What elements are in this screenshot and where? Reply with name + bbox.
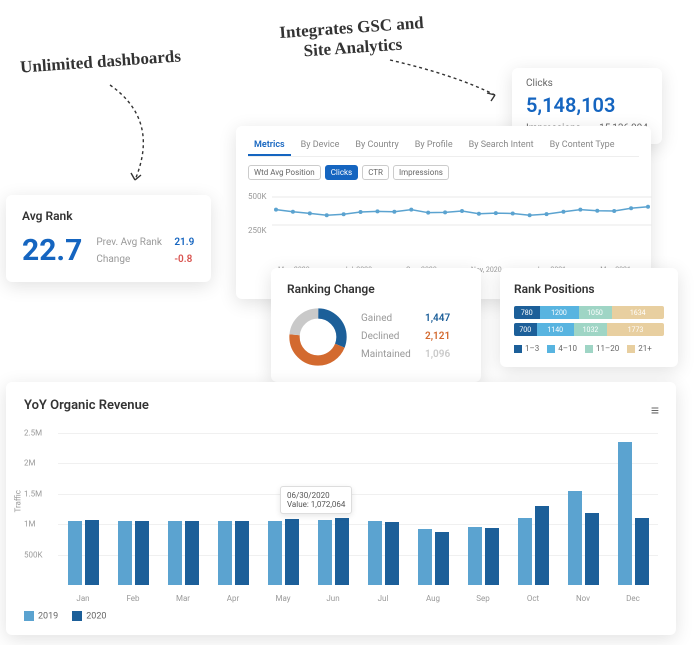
ranking-change-title: Ranking Change (287, 282, 465, 296)
positions-legend-item: 1–3 (514, 344, 539, 353)
bar-2020[interactable] (135, 521, 149, 585)
bar-2019[interactable] (68, 521, 82, 585)
bar-2019[interactable] (268, 521, 282, 585)
yoy-chart: Traffic 06/30/2020Value: 1,072,064 JanFe… (24, 433, 658, 603)
positions-bar-row: 700114010321773 (514, 323, 664, 336)
month-col-jan (58, 433, 108, 585)
positions-legend-item: 4–10 (547, 344, 577, 353)
clicks-value: 5,148,103 (526, 93, 648, 117)
tab-metrics[interactable]: Metrics (248, 136, 291, 156)
arrow-left (80, 80, 200, 210)
ranking-row-maintained: Maintained1,096 (361, 346, 450, 364)
ranking-row-declined: Declined2,121 (361, 328, 450, 346)
chip-wtd-avg-position[interactable]: Wtd Avg Position (248, 165, 321, 180)
chip-ctr[interactable]: CTR (362, 165, 389, 180)
yoy-legend-2019: 2019 (24, 611, 58, 621)
month-col-sep (458, 433, 508, 585)
annotation-left: Unlimited dashboards (19, 46, 181, 78)
avg-rank-value: 22.7 (22, 233, 82, 268)
bar-2020[interactable] (335, 518, 349, 585)
rank-positions-legend: 1–3 4–10 11–20 21+ (514, 344, 664, 353)
bar-2019[interactable] (368, 521, 382, 585)
month-col-feb (108, 433, 158, 585)
bar-2019[interactable] (518, 518, 532, 585)
bar-2020[interactable] (185, 521, 199, 585)
positions-legend-item: 11–20 (585, 344, 619, 353)
yoy-legend-2020: 2020 (72, 611, 106, 621)
bar-2019[interactable] (418, 529, 432, 585)
bar-2019[interactable] (118, 521, 132, 585)
rank-positions-bars: 780120010501634 700114010321773 (514, 306, 664, 336)
metrics-chart: 500K 250K (248, 186, 639, 264)
chart-menu-icon[interactable]: ≡ (651, 402, 658, 419)
ranking-legend: Gained1,447Declined2,121Maintained1,096 (361, 310, 450, 364)
bar-2020[interactable] (285, 519, 299, 585)
avg-rank-card: Avg Rank 22.7 Prev. Avg Rank21.9 Change-… (6, 195, 211, 282)
bar-2019[interactable] (318, 520, 332, 585)
yoy-title: YoY Organic Revenue (24, 398, 149, 413)
month-col-dec (608, 433, 658, 585)
month-col-apr (208, 433, 258, 585)
bar-2020[interactable] (235, 521, 249, 585)
month-col-nov (558, 433, 608, 585)
tab-by-search-intent[interactable]: By Search Intent (463, 136, 540, 156)
bar-2019[interactable] (618, 442, 632, 585)
avg-rank-title: Avg Rank (22, 209, 195, 223)
rank-positions-card: Rank Positions 780120010501634 7001140103… (500, 268, 678, 367)
bar-2020[interactable] (535, 506, 549, 585)
ranking-change-card: Ranking Change Gained1,447Declined2,121M… (271, 268, 481, 382)
bar-2019[interactable] (568, 491, 582, 585)
bar-2020[interactable] (85, 520, 99, 585)
bar-2019[interactable] (168, 521, 182, 585)
yoy-yaxis-title: Traffic (14, 490, 23, 512)
month-col-oct (508, 433, 558, 585)
bar-2019[interactable] (218, 521, 232, 585)
rank-positions-title: Rank Positions (514, 282, 664, 296)
chip-clicks[interactable]: Clicks (325, 165, 358, 180)
tab-by-device[interactable]: By Device (295, 136, 346, 156)
metrics-chips: Wtd Avg Position Clicks CTR Impressions (248, 165, 639, 180)
ranking-donut (287, 306, 349, 368)
yoy-revenue-card: YoY Organic Revenue ≡ Traffic 06/30/2020… (6, 382, 676, 635)
yoy-legend: 2019 2020 (24, 611, 658, 621)
clicks-label: Clicks (526, 78, 648, 89)
positions-bar-row: 780120010501634 (514, 306, 664, 319)
ranking-row-gained: Gained1,447 (361, 310, 450, 328)
month-col-mar (158, 433, 208, 585)
bar-2020[interactable] (485, 528, 499, 585)
tab-by-country[interactable]: By Country (349, 136, 404, 156)
tab-by-profile[interactable]: By Profile (409, 136, 459, 156)
chip-impressions[interactable]: Impressions (393, 165, 449, 180)
month-col-jul (358, 433, 408, 585)
tooltip: 06/30/2020Value: 1,072,064 (280, 486, 352, 514)
positions-legend-item: 21+ (627, 344, 652, 353)
metrics-tabs: MetricsBy DeviceBy CountryBy ProfileBy S… (248, 136, 639, 157)
bar-2020[interactable] (585, 513, 599, 585)
month-col-jun: 06/30/2020Value: 1,072,064 (308, 433, 358, 585)
bar-2019[interactable] (468, 527, 482, 585)
bar-2020[interactable] (635, 518, 649, 585)
month-col-aug (408, 433, 458, 585)
bar-2020[interactable] (385, 522, 399, 585)
tab-by-content-type[interactable]: By Content Type (544, 136, 621, 156)
bar-2020[interactable] (435, 532, 449, 585)
